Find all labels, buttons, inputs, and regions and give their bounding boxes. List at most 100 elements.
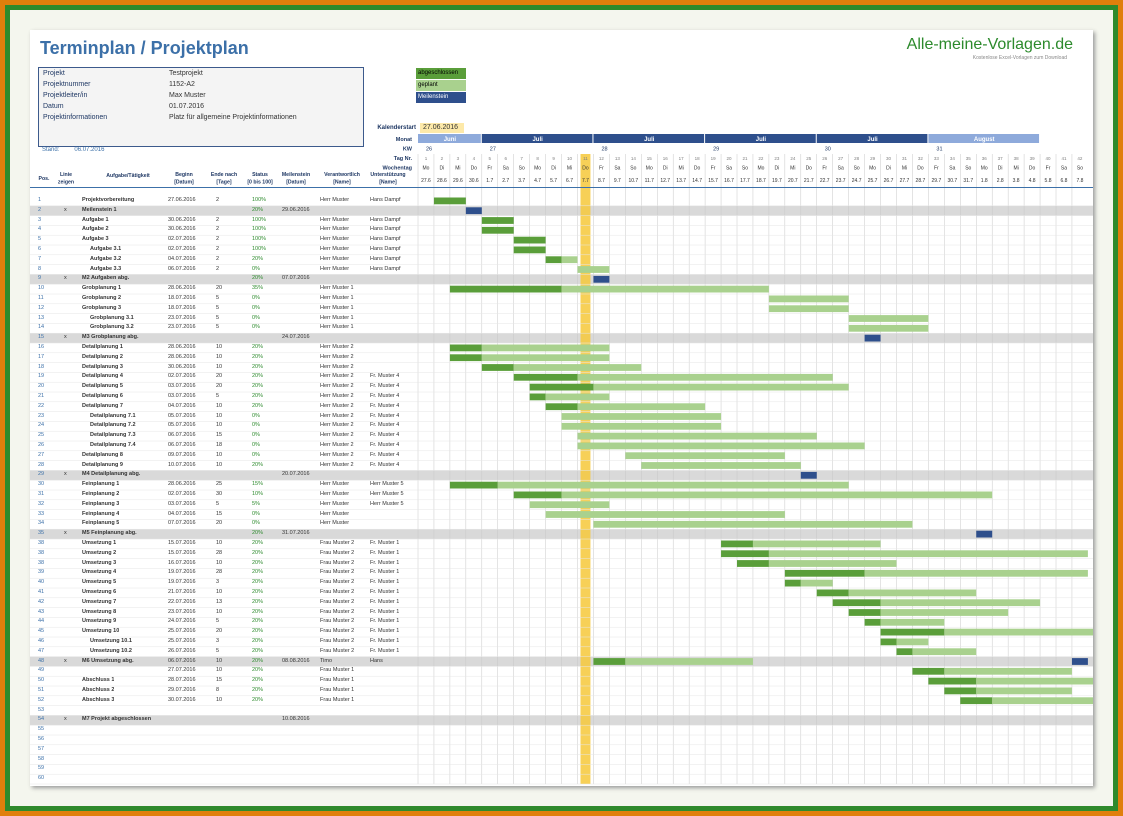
beginn-cell[interactable]: 27.06.2016 (168, 197, 196, 203)
pos-cell[interactable]: 17 (38, 353, 45, 360)
beginn-cell[interactable]: 09.07.2016 (168, 451, 196, 458)
task-cell[interactable]: Meilenstein 1 (82, 206, 117, 213)
unterstuetzung-cell[interactable]: Fr. Muster 1 (370, 579, 400, 586)
table-row[interactable]: 13 Grobplanung 3.1 23.07.2016 5 0% Herr Muste… (30, 314, 1093, 324)
task-cell[interactable]: Detailplanung 3 (82, 363, 123, 370)
dauer-cell[interactable]: 10 (216, 353, 223, 360)
unterstuetzung-cell[interactable]: Hans Dampf (370, 216, 401, 223)
linie-cell[interactable]: x (64, 471, 67, 478)
unterstuetzung-cell[interactable]: Fr. Muster 4 (370, 393, 400, 399)
beginn-cell[interactable]: 16.07.2016 (168, 559, 196, 566)
task-cell[interactable]: M7 Projekt abgeschlossen (82, 716, 152, 723)
verantwortlich-cell[interactable]: Herr Muster 1 (320, 295, 354, 301)
info-value[interactable]: Testprojekt (169, 70, 203, 77)
beginn-cell[interactable]: 06.07.2016 (168, 265, 196, 272)
linie-cell[interactable]: x (64, 657, 67, 664)
dauer-cell[interactable]: 10 (216, 344, 223, 350)
beginn-cell[interactable]: 28.06.2016 (168, 285, 196, 292)
verantwortlich-cell[interactable]: Herr Muster 2 (320, 344, 354, 350)
verantwortlich-cell[interactable]: Herr Muster 2 (320, 383, 354, 390)
beginn-cell[interactable]: 28.06.2016 (168, 353, 196, 360)
meilenstein-cell[interactable]: 10.08.2016 (282, 716, 310, 723)
verantwortlich-cell[interactable]: Herr Muster 2 (320, 432, 354, 439)
task-cell[interactable]: Aufgabe 3.2 (90, 255, 122, 262)
table-row[interactable]: 42 Umsetzung 7 22.07.2016 13 20% Frau Muster … (30, 598, 1093, 608)
pos-cell[interactable]: 30 (38, 481, 45, 488)
task-cell[interactable]: Detailplanung 9 (82, 461, 123, 468)
beginn-cell[interactable]: 23.07.2016 (168, 608, 196, 615)
dauer-cell[interactable]: 2 (216, 246, 220, 252)
status-cell[interactable]: 20% (252, 549, 264, 556)
task-cell[interactable]: Umsetzung 9 (82, 618, 117, 625)
verantwortlich-cell[interactable]: Frau Muster 2 (320, 579, 355, 586)
table-row[interactable]: 34 Feinplanung 5 07.07.2016 20 0% Herr Muster (30, 519, 1093, 529)
info-value[interactable]: Platz für allgemeine Projektinformatione… (169, 114, 297, 121)
task-cell[interactable]: Feinplanung 5 (82, 520, 120, 527)
beginn-cell[interactable]: 30.06.2016 (168, 216, 196, 223)
pos-cell[interactable]: 14 (38, 324, 45, 331)
unterstuetzung-cell[interactable]: Fr. Muster 1 (370, 608, 400, 615)
table-row[interactable]: 32 Feinplanung 3 03.07.2016 5 5% Herr Muster H… (30, 500, 1093, 510)
task-cell[interactable]: Umsetzung 3 (82, 559, 117, 566)
status-cell[interactable]: 20% (252, 540, 264, 546)
verantwortlich-cell[interactable]: Frau Muster 1 (320, 677, 355, 684)
status-cell[interactable]: 20% (252, 255, 264, 262)
table-row[interactable]: 39 Umsetzung 4 19.07.2016 28 20% Frau Muster … (30, 568, 1093, 578)
dauer-cell[interactable]: 28 (216, 549, 223, 556)
dauer-cell[interactable]: 5 (216, 295, 220, 301)
pos-cell[interactable]: 38 (38, 540, 45, 546)
linie-cell[interactable]: x (64, 716, 67, 723)
unterstuetzung-cell[interactable]: Fr. Muster 4 (370, 451, 400, 458)
pos-cell[interactable]: 49 (38, 667, 45, 674)
unterstuetzung-cell[interactable]: Fr. Muster 4 (370, 412, 400, 419)
beginn-cell[interactable]: 07.07.2016 (168, 520, 196, 527)
table-row[interactable]: 48 x M6 Umsetzung abg. 06.07.2016 10 20% 08.08… (30, 657, 1093, 667)
status-cell[interactable]: 20% (252, 559, 264, 566)
dauer-cell[interactable]: 5 (216, 500, 220, 507)
unterstuetzung-cell[interactable]: Fr. Muster 1 (370, 559, 400, 566)
unterstuetzung-cell[interactable]: Fr. Muster 4 (370, 383, 400, 390)
info-value[interactable]: 1152-A2 (169, 81, 195, 88)
beginn-cell[interactable]: 30.06.2016 (168, 226, 196, 233)
linie-cell[interactable]: x (64, 206, 67, 213)
table-row[interactable]: 38 Umsetzung 3 16.07.2016 10 20% Frau Muster … (30, 559, 1093, 569)
pos-cell[interactable]: 31 (38, 491, 45, 497)
status-cell[interactable]: 20% (252, 687, 264, 693)
dauer-cell[interactable]: 28 (216, 569, 223, 576)
unterstuetzung-cell[interactable]: Fr. Muster 4 (370, 442, 400, 448)
table-row[interactable]: 38 Umsetzung 2 15.07.2016 28 20% Frau Muster … (30, 549, 1093, 559)
dauer-cell[interactable]: 10 (216, 608, 223, 615)
pos-cell[interactable]: 1 (38, 197, 42, 203)
table-row[interactable]: 2 x Meilenstein 1 20% 29.06.2016 (30, 206, 1093, 216)
unterstuetzung-cell[interactable]: Hans Dampf (370, 246, 401, 252)
table-row[interactable]: 17 Detailplanung 2 28.06.2016 10 20% Herr Mus… (30, 353, 1093, 363)
table-row[interactable]: 50 Abschluss 1 28.07.2016 15 20% Frau Muster … (30, 676, 1093, 686)
dauer-cell[interactable]: 10 (216, 540, 223, 546)
status-cell[interactable]: 35% (252, 285, 264, 292)
task-cell[interactable]: Projektvorbereitung (82, 197, 135, 203)
unterstuetzung-cell[interactable]: Fr. Muster 4 (370, 422, 400, 429)
pos-cell[interactable]: 9 (38, 275, 42, 282)
dauer-cell[interactable]: 5 (216, 314, 220, 321)
linie-cell[interactable]: x (64, 530, 67, 537)
status-cell[interactable]: 0% (252, 304, 260, 311)
beginn-cell[interactable]: 15.07.2016 (168, 540, 196, 546)
dauer-cell[interactable]: 5 (216, 304, 220, 311)
beginn-cell[interactable]: 23.07.2016 (168, 314, 196, 321)
dauer-cell[interactable]: 2 (216, 226, 220, 233)
pos-cell[interactable]: 35 (38, 530, 45, 537)
dauer-cell[interactable]: 5 (216, 618, 220, 625)
status-cell[interactable]: 5% (252, 500, 260, 507)
unterstuetzung-cell[interactable]: Fr. Muster 1 (370, 589, 400, 595)
pos-cell[interactable]: 48 (38, 657, 45, 664)
pos-cell[interactable]: 55 (38, 726, 45, 733)
status-cell[interactable]: 0% (252, 265, 260, 272)
unterstuetzung-cell[interactable]: Hans Dampf (370, 197, 401, 203)
table-row[interactable]: 46 Umsetzung 10.1 25.07.2016 3 20% Frau Muste… (30, 637, 1093, 647)
table-row[interactable]: 21 Detailplanung 6 03.07.2016 5 20% Herr Must… (30, 392, 1093, 402)
dauer-cell[interactable]: 10 (216, 589, 223, 595)
pos-cell[interactable]: 13 (38, 314, 45, 321)
pos-cell[interactable]: 19 (38, 373, 45, 380)
unterstuetzung-cell[interactable]: Fr. Muster 4 (370, 402, 400, 409)
table-row[interactable]: 55 (30, 725, 1093, 735)
